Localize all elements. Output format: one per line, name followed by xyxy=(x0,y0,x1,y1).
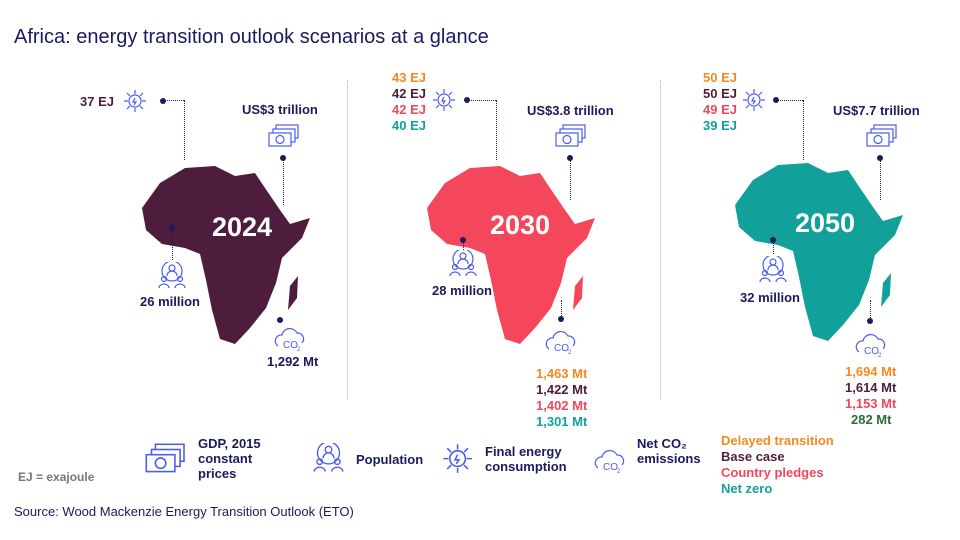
energy-icon xyxy=(742,88,766,112)
energy-icon xyxy=(442,443,473,474)
population-icon xyxy=(313,443,344,473)
divider xyxy=(660,80,661,400)
divider xyxy=(347,80,348,400)
co2-icon xyxy=(545,330,576,355)
africa-map-2050 xyxy=(735,163,903,341)
energy-icon xyxy=(123,89,147,113)
energy-values: 50 EJ 50 EJ 49 EJ 39 EJ xyxy=(703,70,737,133)
scenario-legend: Delayed transition Base case Country pledg… xyxy=(721,433,834,496)
co2-icon xyxy=(274,327,305,352)
unit-note: EJ = exajoule xyxy=(18,470,95,484)
population-value: 32 million xyxy=(740,290,800,305)
year-label: 2050 xyxy=(795,208,856,238)
gdp-icon xyxy=(145,443,185,473)
co2-values: 1,292 Mt xyxy=(267,354,319,369)
co2-icon xyxy=(855,333,886,358)
source-note: Source: Wood Mackenzie Energy Transition… xyxy=(14,504,354,519)
energy-values: 37 EJ xyxy=(80,94,114,109)
gdp-value: US$3 trillion xyxy=(242,102,318,117)
page-title: Africa: energy transition outlook scenar… xyxy=(14,26,489,48)
co2-values: 1,694 Mt 1,614 Mt 1,153 Mt 282 Mt xyxy=(845,364,897,427)
gdp-icon xyxy=(866,124,897,147)
legend-population: Population xyxy=(356,452,424,467)
population-icon xyxy=(759,256,787,283)
co2-values: 1,463 Mt 1,422 Mt 1,402 Mt 1,301 Mt xyxy=(536,366,588,429)
gdp-value: US$3.8 trillion xyxy=(527,103,614,118)
gdp-icon xyxy=(268,124,299,147)
legend-co2: Net CO₂ emissions xyxy=(637,436,701,466)
population-icon xyxy=(449,250,477,277)
energy-icon xyxy=(432,88,456,112)
gdp-value: US$7.7 trillion xyxy=(833,103,920,118)
population-icon xyxy=(158,262,186,289)
gdp-icon xyxy=(555,124,586,147)
legend-gdp: GDP, 2015 constant prices xyxy=(198,436,261,481)
co2-icon xyxy=(594,449,625,476)
population-value: 28 million xyxy=(432,283,492,298)
year-label: 2024 xyxy=(212,212,273,242)
legend-energy: Final energy consumption xyxy=(485,444,567,474)
population-value: 26 million xyxy=(140,294,200,309)
energy-values: 43 EJ 42 EJ 42 EJ 40 EJ xyxy=(392,70,426,133)
year-label: 2030 xyxy=(490,210,551,240)
